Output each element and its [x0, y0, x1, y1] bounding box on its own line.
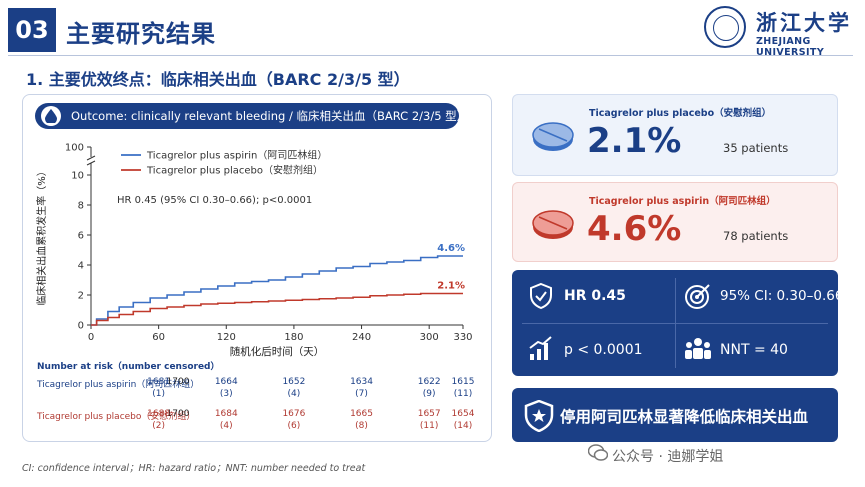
y-axis-label: 临床相关出血累积发生率（%） [35, 166, 48, 306]
x-tick-label: 240 [352, 332, 371, 343]
university-seal-icon [704, 6, 746, 48]
km-curve-chart: 0 2 4 6 8 10 100 0 60 120 180 240 300 330 随机化后时间（天） Tic… [35, 143, 473, 359]
series-line [91, 255, 463, 326]
university-logo: 浙江大学 ZHEJIANG UNIVERSITY [704, 6, 854, 58]
x-axis-label: 随机化后时间（天） [230, 345, 325, 358]
risk-censored: (9) [422, 389, 436, 399]
y-tick-label: 100 [65, 143, 84, 154]
series-line [91, 292, 463, 326]
risk-row-label: Ticagrelor plus aspirin（阿司匹林组） [37, 380, 200, 390]
series-end-label: 4.6% [437, 243, 465, 254]
aspirin-rate: 4.6% [587, 209, 682, 249]
p-value: p < 0.0001 [564, 342, 643, 358]
y-tick-label: 4 [78, 261, 84, 272]
risk-number: 1700 [166, 377, 190, 387]
ci-value: 95% CI: 0.30–0.66 [720, 288, 844, 304]
aspirin-patients: 78 patients [723, 229, 789, 243]
x-tick-label: 180 [284, 332, 303, 343]
risk-censored: (2) [152, 421, 165, 431]
risk-censored: (8) [355, 421, 368, 431]
wechat-icon [588, 444, 608, 461]
logo-english-name: ZHEJIANG UNIVERSITY [756, 36, 825, 58]
risk-number: 1700 [166, 409, 190, 419]
stats-divider [675, 278, 676, 368]
section-title: 1. 主要优效终点：临床相关出血（BARC 2/3/5 型） [26, 70, 410, 89]
y-tick-label: 8 [78, 201, 84, 212]
risk-censored: (11) [419, 421, 439, 431]
y-axis-label-text: 临床相关出血累积发生率（%） [35, 166, 48, 306]
x-tick-label: 300 [420, 332, 439, 343]
header-divider [8, 55, 853, 56]
risk-censored: (1) [152, 389, 165, 399]
risk-number: 1634 [350, 377, 373, 387]
x-tick-label: 330 [453, 332, 472, 343]
risk-censored: (3) [219, 389, 233, 399]
pill-icon [532, 122, 574, 151]
blood-drop-icon [41, 106, 61, 126]
aspirin-label: Ticagrelor plus aspirin（阿司匹林组） [589, 196, 776, 207]
risk-table-title: Number at risk（number censored） [37, 362, 220, 372]
outcome-text: Outcome: clinically relevant bleeding / … [71, 109, 469, 123]
target-icon [685, 284, 710, 309]
placebo-rate: 2.1% [587, 121, 682, 161]
hr-annotation: HR 0.45 (95% CI 0.30–0.66); p<0.0001 [117, 195, 312, 206]
stats-panel: HR 0.45 95% CI: 0.30–0.66 p < 0.0001 NNT… [512, 270, 843, 376]
slide-header: 03 主要研究结果 浙江大学 ZHEJIANG UNIVERSITY [0, 0, 865, 62]
aspirin-result-card: Ticagrelor plus aspirin（阿司匹林组） 4.6% 78 p… [512, 182, 838, 262]
km-chart-panel: Outcome: clinically relevant bleeding / … [22, 94, 492, 442]
shield-star-icon [524, 400, 554, 432]
risk-censored: (4) [219, 421, 233, 431]
risk-row-label: Ticagrelor plus placebo（安慰剂组） [37, 412, 196, 422]
risk-number: 1657 [417, 409, 441, 419]
risk-number: 1681 [147, 377, 171, 387]
placebo-label: Ticagrelor plus placebo（安慰剂组） [589, 108, 772, 119]
risk-censored: (4) [287, 389, 301, 399]
people-group-icon [685, 338, 711, 359]
risk-number: 1676 [282, 409, 306, 419]
risk-number: 1615 [451, 377, 475, 387]
footnote: CI: confidence interval；HR: hazard ratio… [22, 463, 366, 474]
conclusion-banner: 停用阿司匹林显著降低临床相关出血 [512, 388, 838, 442]
conclusion-text: 停用阿司匹林显著降低临床相关出血 [560, 408, 809, 426]
nnt-value: NNT = 40 [720, 342, 788, 358]
legend-entry: Ticagrelor plus aspirin（阿司匹林组） [146, 149, 327, 162]
risk-censored: (11) [453, 389, 473, 399]
legend-entry: Ticagrelor plus placebo（安慰剂组） [146, 164, 323, 177]
series-end-label: 2.1% [437, 281, 465, 292]
risk-censored: (6) [287, 421, 301, 431]
axis-break-mark [86, 155, 96, 161]
risk-number: 1665 [350, 409, 373, 419]
chart-curves: 4.6% 2.1% [91, 243, 465, 326]
x-tick-label: 60 [152, 332, 165, 343]
bar-chart-icon [529, 336, 552, 360]
chart-axes: 0 2 4 6 8 10 100 0 60 120 180 240 300 330 随机化后时间（天） Tic… [65, 143, 473, 359]
x-tick-label: 0 [88, 332, 94, 343]
placebo-patients: 35 patients [723, 141, 789, 155]
risk-number: 1664 [214, 377, 238, 387]
pill-icon [532, 210, 574, 239]
watermark: 公众号 · 迪娜学姐 [612, 449, 724, 465]
risk-censored: (14) [453, 421, 473, 431]
risk-number: 1622 [417, 377, 441, 387]
section-number: 03 [8, 8, 56, 52]
y-tick-label: 10 [71, 171, 84, 182]
placebo-result-card: Ticagrelor plus placebo（安慰剂组） 2.1% 35 pa… [512, 94, 838, 176]
risk-censored: (7) [355, 389, 368, 399]
page-title: 主要研究结果 [66, 20, 216, 48]
y-tick-label: 6 [78, 231, 84, 242]
y-tick-label: 0 [78, 321, 84, 332]
risk-number: 1652 [282, 377, 306, 387]
shield-check-icon [530, 282, 552, 310]
axis-break-mark [86, 160, 96, 166]
risk-number: 1684 [214, 409, 238, 419]
outcome-label: Outcome: clinically relevant bleeding / … [35, 103, 468, 129]
hr-value: HR 0.45 [564, 288, 626, 304]
logo-chinese-name: 浙江大学 [756, 10, 852, 35]
risk-number: 1688 [147, 409, 171, 419]
risk-number: 1654 [451, 409, 475, 419]
y-tick-label: 2 [78, 291, 84, 302]
x-tick-label: 120 [217, 332, 236, 343]
